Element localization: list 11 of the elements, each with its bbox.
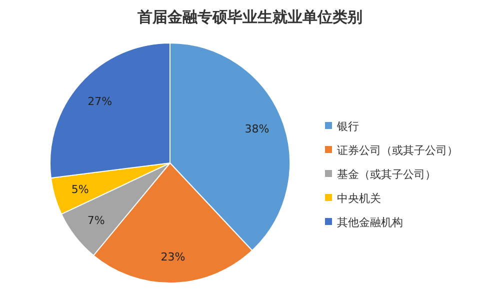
legend-label: 中央机关 — [337, 192, 381, 205]
data-label: 38% — [244, 122, 270, 136]
data-label: 5% — [71, 182, 89, 196]
legend-label: 基金（或其子公司） — [337, 168, 436, 181]
data-label: 7% — [87, 214, 105, 228]
legend-label: 证券公司（或其子公司） — [337, 144, 458, 157]
data-label: 23% — [160, 250, 186, 264]
legend-label: 银行 — [336, 120, 359, 133]
legend-label: 其他金融机构 — [337, 216, 403, 229]
data-label: 27% — [88, 94, 112, 108]
chart-title: 首届金融专硕毕业生就业单位类别 — [136, 8, 362, 26]
